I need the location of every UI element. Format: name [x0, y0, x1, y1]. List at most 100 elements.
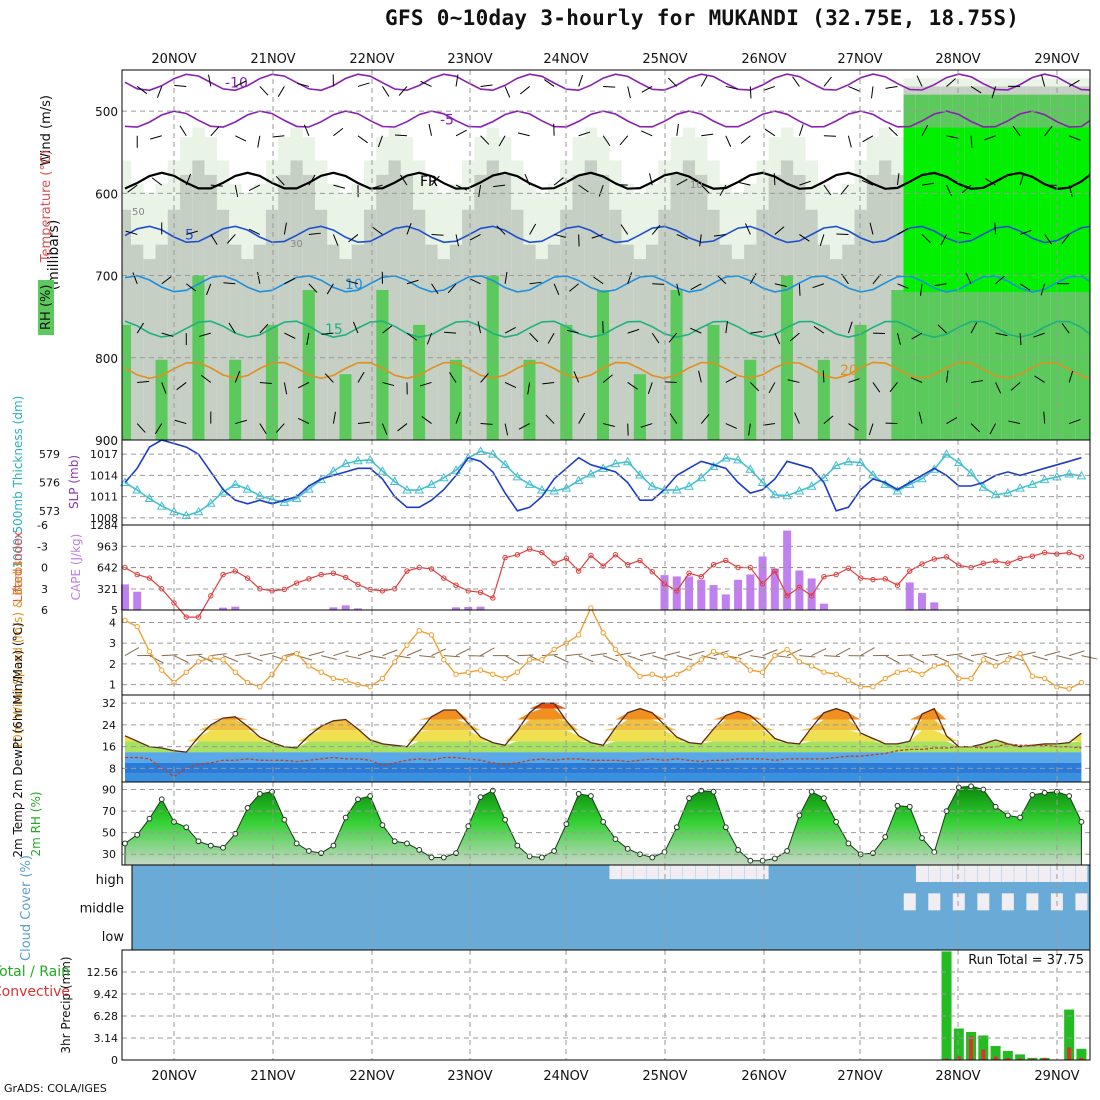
precip-total-bar	[941, 951, 952, 1060]
lifted-index-point	[674, 588, 680, 594]
rh-green-cell	[596, 290, 610, 440]
wind-barb	[700, 184, 711, 194]
lifted-index-point	[232, 568, 239, 574]
cloud-clear-cell	[1075, 893, 1088, 911]
wind-barb	[257, 135, 261, 148]
lifted-index-point	[1017, 555, 1023, 561]
lifted-index-point	[1066, 549, 1072, 556]
wind-barb	[480, 84, 493, 87]
lifted-index-point	[956, 562, 962, 569]
precip-total-bar	[990, 1045, 1001, 1060]
wind-speed-point	[907, 667, 913, 673]
lifted-index-point	[244, 575, 251, 581]
thickness-point	[512, 471, 523, 481]
wind-barb	[259, 323, 269, 334]
wind-barb	[959, 231, 972, 235]
cloud-clear-cell	[928, 865, 941, 882]
isotherm-line	[124, 320, 1091, 339]
wind-speed-point	[342, 677, 349, 684]
surface-wind-barb	[345, 655, 362, 660]
wind-barb	[185, 283, 197, 292]
precip-convective-bar	[1079, 1057, 1084, 1060]
thickness-point	[242, 484, 253, 493]
cloud-clear-cell	[977, 893, 990, 911]
surface-wind-barb	[308, 650, 325, 657]
temp-band	[125, 752, 1082, 763]
thickness-point	[549, 485, 559, 495]
cape-bar	[918, 593, 927, 610]
cape-bar	[353, 608, 362, 610]
wind-barb	[823, 415, 834, 424]
cape-bar	[746, 574, 755, 610]
wind-speed-point	[870, 684, 876, 690]
rh-point	[588, 793, 594, 799]
rh-point	[551, 848, 558, 854]
wind-barb	[910, 377, 923, 383]
wind-barb	[185, 173, 192, 186]
wind-barb	[449, 372, 457, 383]
precip-convective-bar	[993, 1056, 998, 1060]
bottom-day-label: 22NOV	[349, 1069, 394, 1084]
surface-wind-barb	[1069, 650, 1085, 657]
wind-barb	[174, 84, 187, 87]
wind-speed-point	[894, 669, 901, 675]
thickness-point	[1064, 468, 1075, 478]
surface-wind-barb	[615, 652, 632, 657]
top-day-label: 29NOV	[1034, 52, 1079, 67]
wind-speed-point	[257, 684, 263, 690]
rh-point	[220, 844, 226, 851]
surface-wind-barb	[995, 652, 1012, 657]
wind-speed-point	[428, 632, 435, 638]
wind-barb	[234, 185, 239, 197]
rh-point	[735, 847, 741, 853]
lifted-index-point	[318, 571, 324, 578]
surface-wind-barb	[161, 654, 178, 657]
rh-point	[821, 795, 827, 802]
wind-barb	[774, 332, 781, 345]
wind-barb	[1010, 382, 1021, 391]
wind-barb	[493, 184, 506, 188]
wind-barb	[125, 230, 138, 235]
thickness-tick-label: 579	[39, 448, 60, 461]
cloud-clear-cell	[965, 865, 978, 882]
wind-barb	[421, 416, 432, 424]
rh-point	[183, 824, 190, 831]
wind-speed-point	[244, 679, 251, 686]
wind-barb	[970, 380, 983, 383]
wind-barb	[602, 135, 611, 147]
thickness-point	[1039, 474, 1050, 484]
wind-barb	[357, 82, 370, 87]
rh-mid-cell	[462, 209, 475, 440]
rh-mid-cell	[131, 244, 144, 440]
thickness-point	[733, 454, 743, 464]
wind-speed-point	[306, 663, 312, 669]
thickness-day-grid	[173, 440, 1058, 525]
li-tick-label: 3	[41, 583, 48, 596]
wind-speed-point	[330, 675, 337, 682]
wind-barb	[649, 173, 653, 186]
isotherm-line	[124, 361, 1091, 380]
lifted-index-point	[784, 593, 790, 599]
wind-barb	[210, 184, 223, 187]
cloud-plot	[132, 865, 1090, 950]
wind-speed-point	[588, 605, 594, 611]
rh-green-cell	[891, 290, 904, 440]
li-tick-label: 0	[41, 562, 48, 575]
cape-bar	[905, 582, 914, 610]
surface-wind-barb	[455, 647, 471, 657]
wind-barb	[1033, 332, 1045, 338]
wind-barb	[740, 135, 751, 144]
thickness-ylabel: 1000-500mb Thickness (dm)	[11, 396, 25, 569]
rh-point	[293, 840, 300, 847]
surface-wind-barb	[835, 647, 851, 657]
rh-point	[281, 816, 288, 823]
wind-barb	[603, 85, 616, 88]
surface-wind-barb	[676, 655, 693, 661]
wind-barb	[690, 283, 702, 291]
wind-barb	[382, 325, 393, 334]
rh-green-cell	[707, 324, 720, 440]
rh-mid-cell	[498, 174, 512, 440]
precip-convective-bar	[1030, 1058, 1035, 1060]
cape-bar	[819, 603, 828, 610]
